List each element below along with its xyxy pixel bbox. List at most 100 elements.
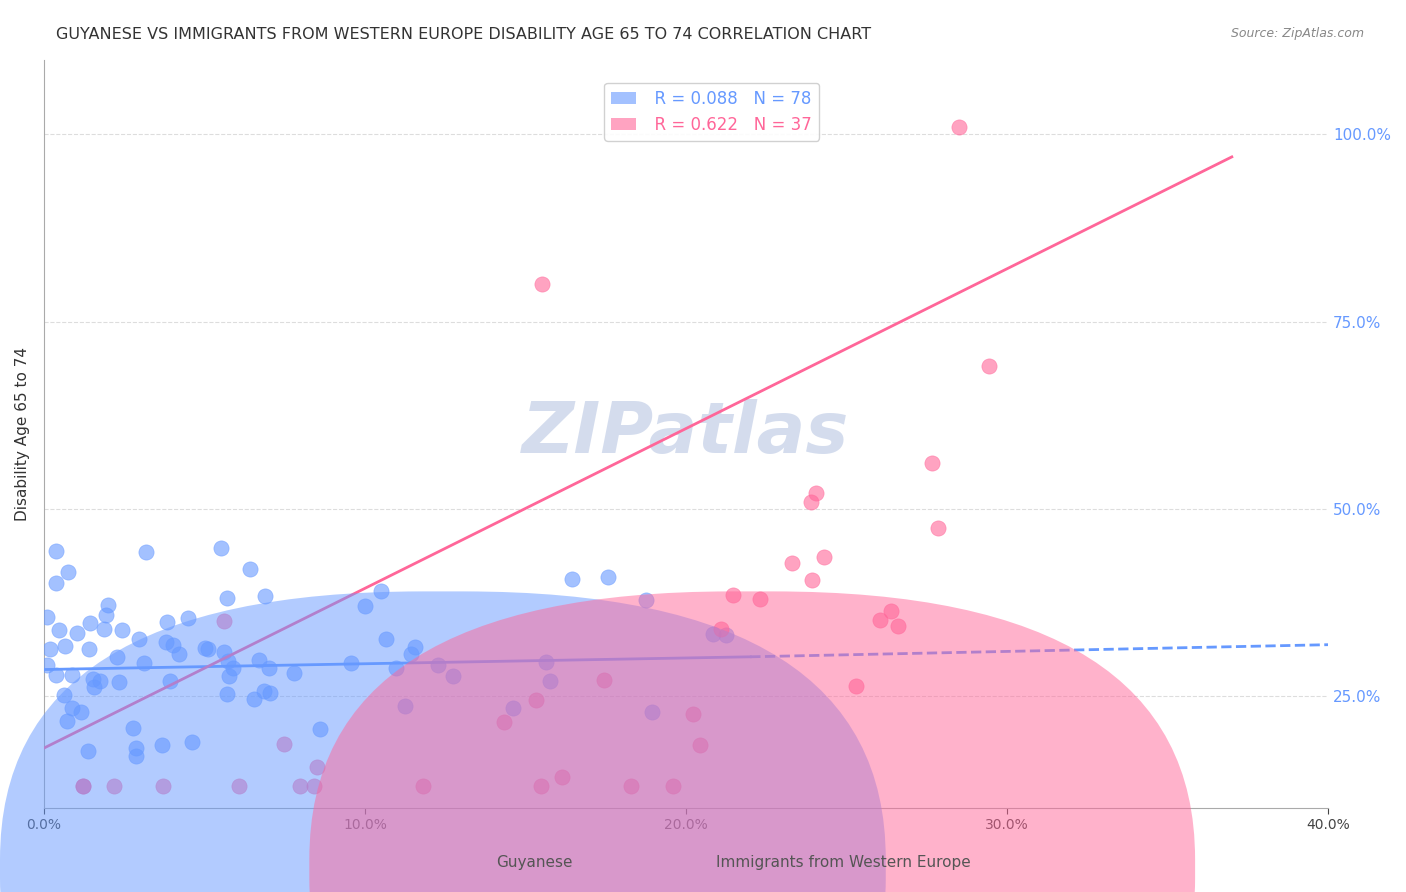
- Guyanese: [56, 714, 79, 728]
- Guyanese: [79, 615, 101, 630]
- Immigrants from Western Europe: [152, 779, 174, 793]
- Guyanese: [239, 562, 262, 576]
- Guyanese: [243, 692, 266, 706]
- Guyanese: [561, 573, 583, 587]
- Guyanese: [194, 640, 217, 655]
- Guyanese: [197, 642, 219, 657]
- Immigrants from Western Europe: [662, 779, 685, 793]
- Immigrants from Western Europe: [103, 779, 125, 793]
- Guyanese: [596, 570, 619, 584]
- Immigrants from Western Europe: [749, 592, 772, 607]
- Guyanese: [370, 583, 392, 598]
- Guyanese: [35, 610, 58, 624]
- Guyanese: [111, 624, 134, 638]
- Guyanese: [538, 674, 561, 689]
- Guyanese: [441, 669, 464, 683]
- Guyanese: [107, 675, 129, 690]
- Guyanese: [217, 687, 239, 701]
- Immigrants from Western Europe: [72, 779, 94, 793]
- Immigrants from Western Europe: [619, 779, 641, 793]
- Immigrants from Western Europe: [887, 619, 910, 633]
- Guyanese: [309, 723, 332, 737]
- Immigrants from Western Europe: [845, 679, 868, 693]
- Guyanese: [77, 641, 100, 656]
- Immigrants from Western Europe: [530, 277, 553, 292]
- Immigrants from Western Europe: [723, 588, 745, 602]
- Guyanese: [45, 668, 67, 682]
- Guyanese: [534, 656, 557, 670]
- Guyanese: [253, 589, 276, 603]
- Immigrants from Western Europe: [782, 556, 804, 570]
- Guyanese: [35, 657, 58, 672]
- Guyanese: [247, 653, 270, 667]
- Guyanese: [634, 592, 657, 607]
- Guyanese: [128, 632, 150, 646]
- Guyanese: [48, 623, 70, 637]
- Guyanese: [45, 544, 67, 558]
- Guyanese: [94, 607, 117, 622]
- Immigrants from Western Europe: [530, 779, 553, 793]
- Immigrants from Western Europe: [927, 521, 949, 535]
- Guyanese: [222, 661, 245, 675]
- Guyanese: [714, 628, 737, 642]
- Guyanese: [214, 645, 236, 659]
- Immigrants from Western Europe: [979, 359, 1001, 373]
- Guyanese: [426, 657, 449, 672]
- Guyanese: [259, 686, 281, 700]
- Immigrants from Western Europe: [214, 614, 236, 628]
- Immigrants from Western Europe: [307, 760, 329, 774]
- Guyanese: [375, 632, 398, 646]
- Immigrants from Western Europe: [273, 737, 295, 751]
- Guyanese: [53, 639, 76, 653]
- Guyanese: [218, 669, 240, 683]
- Immigrants from Western Europe: [228, 779, 250, 793]
- Guyanese: [45, 576, 67, 591]
- Guyanese: [181, 735, 204, 749]
- Guyanese: [702, 627, 724, 641]
- Guyanese: [60, 701, 83, 715]
- Immigrants from Western Europe: [288, 779, 311, 793]
- Guyanese: [60, 668, 83, 682]
- Guyanese: [252, 684, 274, 698]
- Guyanese: [177, 611, 200, 625]
- Text: Immigrants from Western Europe: Immigrants from Western Europe: [716, 855, 972, 870]
- Guyanese: [125, 748, 148, 763]
- Guyanese: [105, 649, 128, 664]
- Guyanese: [135, 545, 157, 559]
- Guyanese: [93, 622, 115, 636]
- Text: Guyanese: Guyanese: [496, 855, 572, 870]
- Guyanese: [159, 673, 181, 688]
- Immigrants from Western Europe: [801, 573, 824, 587]
- Guyanese: [340, 656, 363, 670]
- Guyanese: [70, 705, 93, 719]
- Guyanese: [209, 541, 232, 555]
- Text: GUYANESE VS IMMIGRANTS FROM WESTERN EUROPE DISABILITY AGE 65 TO 74 CORRELATION C: GUYANESE VS IMMIGRANTS FROM WESTERN EURO…: [56, 27, 872, 42]
- Guyanese: [65, 626, 87, 640]
- Guyanese: [89, 673, 111, 688]
- Guyanese: [155, 635, 177, 649]
- Guyanese: [134, 656, 156, 670]
- Guyanese: [384, 661, 406, 675]
- Immigrants from Western Europe: [593, 673, 616, 688]
- Immigrants from Western Europe: [869, 613, 891, 627]
- Immigrants from Western Europe: [813, 549, 835, 564]
- Immigrants from Western Europe: [879, 604, 901, 618]
- Guyanese: [97, 598, 120, 612]
- Guyanese: [640, 705, 662, 719]
- Legend:   R = 0.088   N = 78,   R = 0.622   N = 37: R = 0.088 N = 78, R = 0.622 N = 37: [605, 83, 818, 141]
- Immigrants from Western Europe: [494, 715, 516, 730]
- Guyanese: [404, 640, 426, 655]
- Guyanese: [257, 661, 280, 675]
- Text: Source: ZipAtlas.com: Source: ZipAtlas.com: [1230, 27, 1364, 40]
- Text: ZIPatlas: ZIPatlas: [522, 400, 849, 468]
- Immigrants from Western Europe: [72, 779, 94, 793]
- Immigrants from Western Europe: [948, 120, 970, 134]
- Immigrants from Western Europe: [682, 706, 704, 721]
- Guyanese: [502, 701, 524, 715]
- Immigrants from Western Europe: [710, 623, 733, 637]
- Guyanese: [52, 689, 75, 703]
- Immigrants from Western Europe: [800, 495, 823, 509]
- Guyanese: [156, 615, 179, 630]
- Guyanese: [217, 654, 239, 668]
- Guyanese: [39, 641, 62, 656]
